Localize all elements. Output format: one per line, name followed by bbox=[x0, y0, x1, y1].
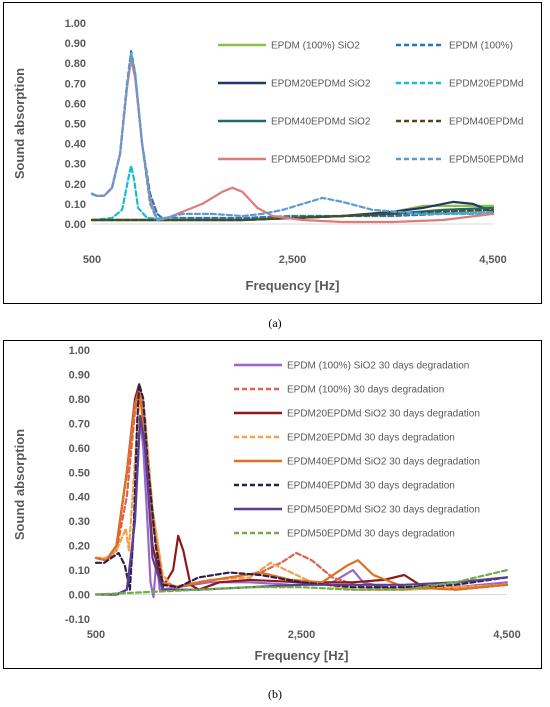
series-line bbox=[94, 388, 509, 591]
y-tick-label: 0.10 bbox=[65, 199, 86, 211]
caption-b: (b) bbox=[268, 687, 282, 701]
legend-label: EPDM50EPDMd SiO2 bbox=[271, 155, 371, 166]
y-tick-label: 0.30 bbox=[65, 159, 86, 171]
x-tick-label: 4,500 bbox=[493, 629, 521, 641]
x-tick-label: 2,500 bbox=[279, 254, 307, 266]
legend-label: EPDM40EPDMd bbox=[449, 117, 523, 128]
chart-panel-a: 0.00 0.10 0.20 0.30 0.40 0.50 0.60 0.70 0.80 0.90… bbox=[3, 2, 542, 304]
legend-label: EPDM20EPDMd SiO2 bbox=[271, 79, 371, 90]
legend-label: EPDM40EPDMd SiO2 bbox=[271, 117, 371, 128]
legend-label: EPDM20EPDMd SiO2 30 days degradation bbox=[287, 409, 480, 420]
x-tick-label: 4,500 bbox=[479, 254, 507, 266]
y-tick-label: 0.10 bbox=[69, 565, 90, 577]
legend-label: EPDM50EPDMd bbox=[449, 155, 523, 166]
y-tick-label: 0.20 bbox=[69, 541, 90, 553]
y-tick-label: 0.60 bbox=[65, 98, 86, 110]
chart-b-svg: -0.10 0.00 0.10 0.20 0.30 0.40 0.50 0.60 0.70 0.8… bbox=[12, 345, 521, 663]
y-tick-label: 0.40 bbox=[69, 492, 90, 504]
y-tick-label: 0.50 bbox=[65, 119, 86, 131]
y-tick-label: 0.80 bbox=[69, 394, 90, 406]
y-tick-label: 0.60 bbox=[69, 443, 90, 455]
x-axis-title: Frequency [Hz] bbox=[255, 648, 349, 663]
y-tick-label: 0.00 bbox=[69, 590, 90, 602]
x-tick-label: 500 bbox=[83, 254, 101, 266]
legend-label: EPDM (100%) SiO2 bbox=[271, 41, 360, 52]
x-axis-title: Frequency [Hz] bbox=[246, 278, 340, 293]
legend-label: EPDM20EPDMd 30 days degradation bbox=[287, 433, 455, 444]
series-line bbox=[90, 50, 495, 220]
legend-label: EPDM (100%) bbox=[449, 41, 513, 52]
y-tick-label: 0.40 bbox=[65, 139, 86, 151]
legend-label: EPDM40EPDMd SiO2 30 days degradation bbox=[287, 457, 480, 468]
y-tick-label: 0.70 bbox=[65, 78, 86, 90]
y-tick-label: 0.50 bbox=[69, 467, 90, 479]
y-tick-label: 0.90 bbox=[69, 369, 90, 381]
legend-label: EPDM (100%) 30 days degradation bbox=[287, 385, 444, 396]
x-tick-label: 2,500 bbox=[288, 629, 316, 641]
y-tick-label: 1.00 bbox=[69, 345, 90, 357]
legend-label: EPDM20EPDMd bbox=[449, 79, 523, 90]
legend-label: EPDM40EPDMd 30 days degradation bbox=[287, 481, 455, 492]
chart-panel-b: -0.10 0.00 0.10 0.20 0.30 0.40 0.50 0.60 0.70 0.8… bbox=[3, 340, 542, 669]
y-tick-label: 0.30 bbox=[69, 516, 90, 528]
series-line bbox=[90, 52, 495, 222]
chart-a-svg: 0.00 0.10 0.20 0.30 0.40 0.50 0.60 0.70 0.80 0.90… bbox=[12, 18, 523, 293]
series-line bbox=[94, 569, 509, 596]
legend-label: EPDM50EPDMd SiO2 30 days degradation bbox=[287, 505, 480, 516]
y-axis-title: Sound absorption bbox=[12, 429, 27, 540]
y-axis-title: Sound absorption bbox=[12, 68, 27, 179]
y-tick-label: 0.70 bbox=[69, 418, 90, 430]
caption-a: (a) bbox=[268, 316, 282, 330]
y-tick-label: 0.00 bbox=[65, 219, 86, 231]
y-tick-label: 0.80 bbox=[65, 58, 86, 70]
x-tick-label: 500 bbox=[87, 629, 105, 641]
legend-label: EPDM50EPDMd 30 days degradation bbox=[287, 529, 455, 540]
y-tick-label: -0.10 bbox=[65, 614, 90, 626]
y-tick-label: 1.00 bbox=[65, 18, 86, 30]
y-tick-label: 0.90 bbox=[65, 38, 86, 50]
series-line bbox=[94, 414, 509, 596]
legend-label: EPDM (100%) SiO2 30 days degradation bbox=[287, 361, 469, 372]
y-tick-label: 0.20 bbox=[65, 179, 86, 191]
